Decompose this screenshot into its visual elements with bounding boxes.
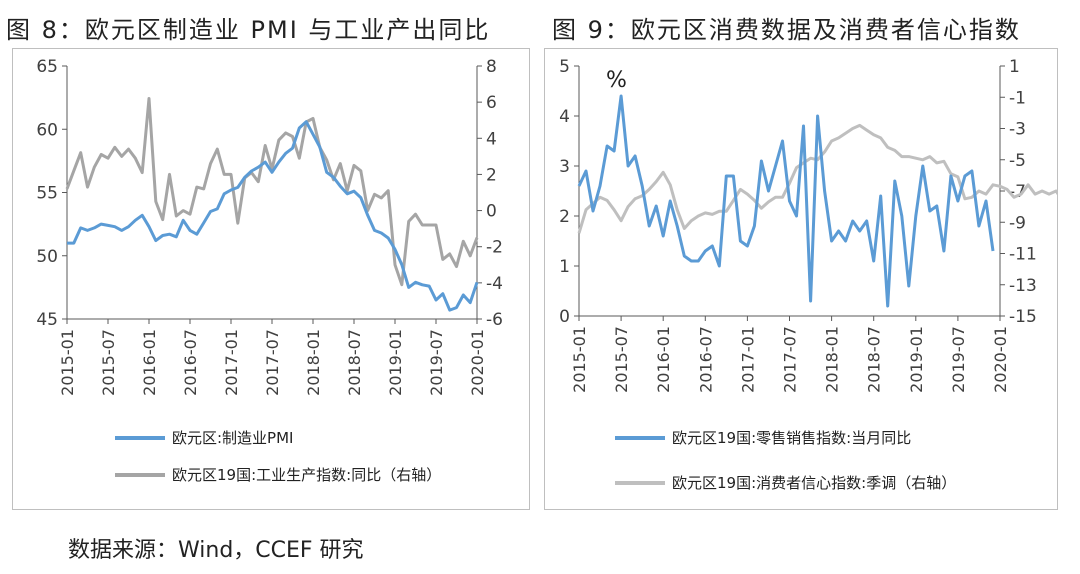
left-tick-label: 4 — [559, 107, 570, 127]
right-tick-label: -9 — [1009, 213, 1026, 233]
left-tick-label: 1 — [559, 257, 570, 277]
left-tick-label: 0 — [559, 307, 570, 327]
x-tick-label: 2015-07 — [99, 329, 118, 396]
x-tick-label: 2016-07 — [181, 329, 200, 396]
legend-label-1: 欧元区19国:零售销售指数:当月同比 — [672, 429, 911, 447]
x-tick-label: 2015-07 — [612, 326, 631, 393]
legend-label-2: 欧元区19国:工业生产指数:同比（右轴） — [172, 466, 441, 484]
x-tick-label: 2020-01 — [991, 326, 1010, 393]
legend-label-1: 欧元区:制造业PMI — [172, 429, 293, 447]
series-line-1 — [577, 94, 995, 308]
x-tick-label: 2017-07 — [263, 329, 282, 396]
right-tick-label: -5 — [1009, 151, 1026, 171]
left-tick-label: 5 — [559, 57, 570, 77]
percent-annotation: % — [606, 68, 627, 93]
left-tick-label: 2 — [559, 207, 570, 227]
left-tick-label: 50 — [36, 247, 58, 267]
x-tick-label: 2015-01 — [58, 329, 77, 396]
chart-panel-retail-confidence: 0 1 2 3 4 5 -15 -13 -11 -9 -7 -5 -3 -1 1 2015-01 2015-07… — [544, 48, 1058, 510]
left-tick-label: 65 — [36, 57, 58, 77]
legend-label-2: 欧元区19国:消费者信心指数:季调（右轴） — [672, 474, 956, 492]
x-tick-label: 2019-07 — [949, 326, 968, 393]
left-tick-label: 55 — [36, 184, 58, 204]
right-tick-label: -1 — [1009, 88, 1026, 108]
x-tick-label: 2019-01 — [907, 326, 926, 393]
right-tick-label: 6 — [486, 93, 497, 113]
x-tick-label: 2017-01 — [222, 329, 241, 396]
right-tick-label: 0 — [486, 202, 497, 222]
chart-panel-pmi-industrial: 45 50 55 60 65 -6 -4 -2 0 2 4 6 8 2015-01 2015-07 2016-… — [12, 48, 530, 510]
x-tick-label: 2020-01 — [468, 329, 487, 396]
x-tick-label: 2019-07 — [427, 329, 446, 396]
left-tick-label: 3 — [559, 157, 570, 177]
x-tick-label: 2017-01 — [738, 326, 757, 393]
right-tick-label: 4 — [486, 129, 497, 149]
right-tick-label: -4 — [486, 274, 503, 294]
right-tick-label: -2 — [486, 238, 503, 258]
right-tick-label: -11 — [1009, 245, 1037, 265]
right-tick-label: -15 — [1009, 307, 1037, 327]
series-line-2 — [577, 123, 1057, 234]
x-tick-label: 2015-01 — [570, 326, 589, 393]
right-tick-label: -6 — [486, 310, 503, 330]
left-tick-label: 45 — [36, 310, 58, 330]
right-tick-label: 1 — [1009, 57, 1020, 77]
series-line-1 — [67, 120, 479, 312]
figure-8-title: 图 8：欧元区制造业 PMI 与工业产出同比 — [6, 16, 491, 44]
chart-svg-pmi-industrial: 45 50 55 60 65 -6 -4 -2 0 2 4 6 8 2015-01 2015-07 2016-… — [36, 57, 503, 484]
right-tick-label: -13 — [1009, 276, 1037, 296]
right-tick-label: 2 — [486, 165, 497, 185]
x-tick-label: 2018-07 — [865, 326, 884, 393]
left-tick-label: 60 — [36, 120, 58, 140]
x-tick-label: 2016-01 — [654, 326, 673, 393]
series-line-2 — [65, 97, 479, 287]
figure-9-title: 图 9：欧元区消费数据及消费者信心指数 — [552, 16, 1021, 44]
x-tick-label: 2017-07 — [781, 326, 800, 393]
right-tick-label: 8 — [486, 57, 497, 77]
x-tick-label: 2016-07 — [696, 326, 715, 393]
source-note: 数据来源：Wind，CCEF 研究 — [68, 538, 364, 563]
x-tick-label: 2016-01 — [140, 329, 159, 396]
x-tick-label: 2018-01 — [304, 329, 323, 396]
x-tick-label: 2018-07 — [345, 329, 364, 396]
x-tick-label: 2018-01 — [823, 326, 842, 393]
x-tick-label: 2019-01 — [386, 329, 405, 396]
right-tick-label: -3 — [1009, 120, 1026, 140]
